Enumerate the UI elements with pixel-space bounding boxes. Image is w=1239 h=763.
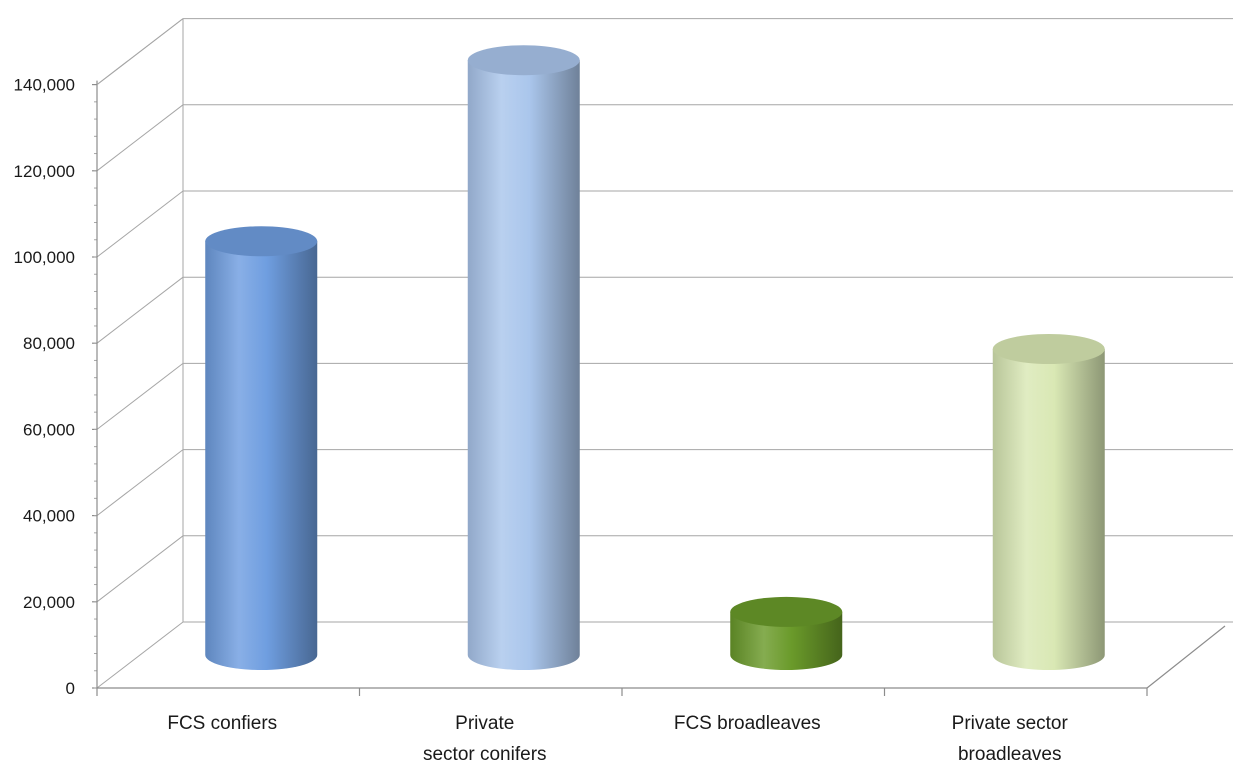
bar-cylinder-body (730, 611, 843, 670)
bar-cylinder-top (205, 226, 318, 257)
y-tick-label: 60,000 (23, 420, 75, 439)
bar-cylinder-top (467, 45, 580, 76)
gridline-diagonal (96, 104, 184, 172)
y-tick-label: 20,000 (23, 593, 75, 612)
bar-cylinder (992, 333, 1105, 670)
bar-cylinder (730, 596, 843, 670)
category-labels: FCS confiers Private sector conifers FCS br… (167, 713, 1068, 763)
y-tick-labels: 0 20,000 40,000 60,000 80,000 100,000 120,000 1… (14, 76, 75, 698)
bar-cylinder (205, 226, 318, 671)
x-category-label: FCS broadleaves (674, 713, 821, 734)
gridline-diagonal (96, 363, 184, 430)
y-tick-label: 0 (66, 679, 75, 698)
gridline-diagonal (96, 449, 184, 516)
bar-cylinder-body (992, 348, 1105, 670)
y-tick-label: 100,000 (14, 248, 75, 267)
gridline-diagonal (96, 535, 184, 603)
x-category-label: Private sector broadleaves (952, 713, 1069, 763)
floor-edge (1146, 625, 1226, 689)
x-category-label: Private sector conifers (423, 713, 547, 763)
bar-cylinder-top (992, 333, 1105, 364)
axes (92, 18, 1226, 696)
bar-cylinder-body (467, 60, 580, 671)
bar-cylinder-body (205, 241, 318, 671)
gridline-diagonal (96, 190, 184, 258)
x-category-label: FCS confiers (167, 713, 277, 734)
y-tick-label: 120,000 (14, 162, 75, 181)
y-tick-label: 140,000 (14, 76, 75, 95)
side-wall-top (96, 18, 184, 85)
bar-cylinder-top (730, 596, 843, 627)
y-tick-label: 40,000 (23, 507, 75, 526)
bars (205, 45, 1105, 671)
gridline-diagonal (96, 621, 184, 689)
gridline-diagonal (96, 276, 184, 344)
y-tick-label: 80,000 (23, 334, 75, 353)
bar-cylinder (467, 45, 580, 671)
gridlines (96, 18, 1233, 689)
